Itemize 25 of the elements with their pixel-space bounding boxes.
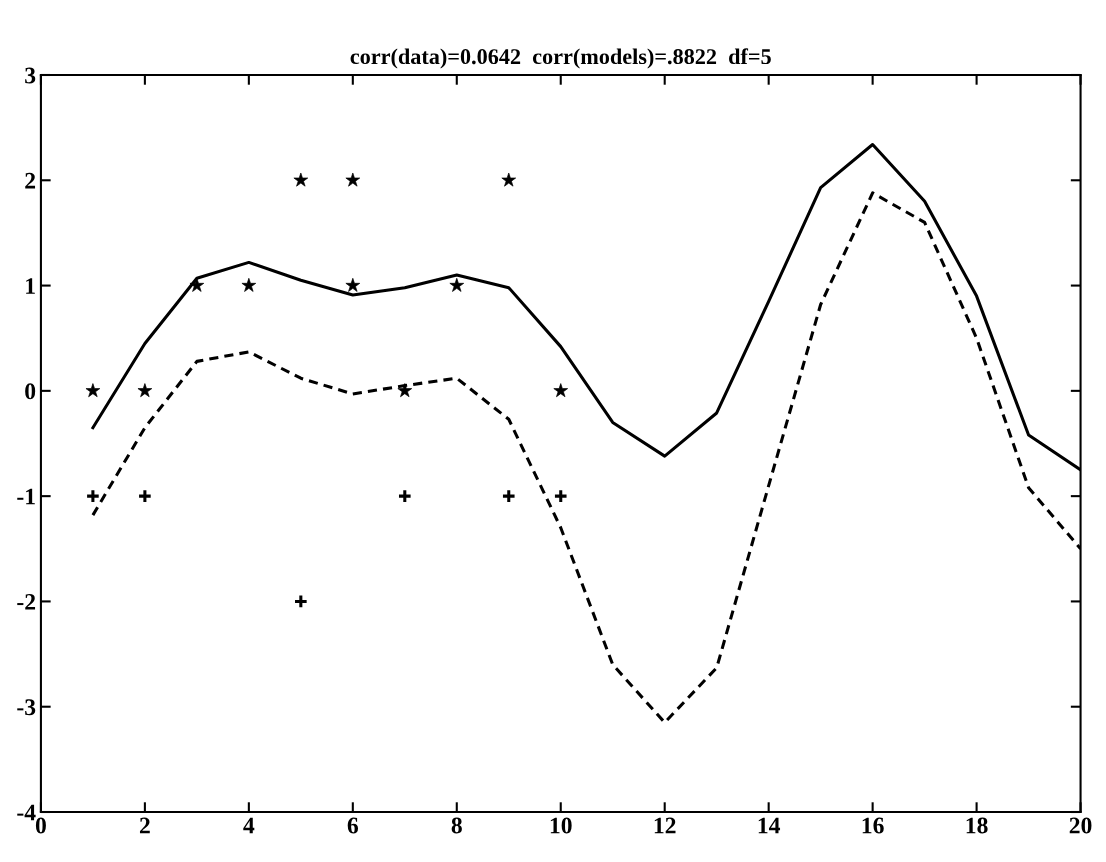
point: [293, 594, 309, 609]
x-tick-label: 20: [1069, 817, 1092, 834]
point: [501, 488, 517, 504]
x-tick-label: 6: [347, 817, 359, 834]
point: [137, 488, 153, 504]
x-tick-label: 4: [243, 817, 255, 834]
x-tick-label: 18: [966, 817, 988, 834]
point: [85, 488, 101, 504]
y-tick-label: 2: [25, 172, 36, 189]
y-tick-label: 3: [25, 67, 36, 84]
y-tick-label: -1: [17, 488, 35, 505]
point: [553, 488, 569, 504]
x-tick-label: 2: [139, 817, 150, 834]
x-tick-label: 12: [654, 817, 676, 834]
chart-title: corr(data)=0.0642 corr(models)=.8822 df=5: [350, 48, 771, 69]
x-tick-label: 16: [862, 817, 884, 834]
x-tick-label: 8: [451, 817, 462, 834]
x-tick-label: 14: [758, 817, 781, 834]
y-tick-label: -3: [17, 699, 36, 716]
point: [397, 488, 413, 504]
x-tick-label: 10: [550, 817, 572, 834]
y-tick-label: 1: [26, 278, 35, 294]
y-tick-label: -2: [17, 593, 36, 610]
y-tick-label: -4: [17, 804, 36, 821]
y-tick-label: 0: [25, 383, 36, 400]
